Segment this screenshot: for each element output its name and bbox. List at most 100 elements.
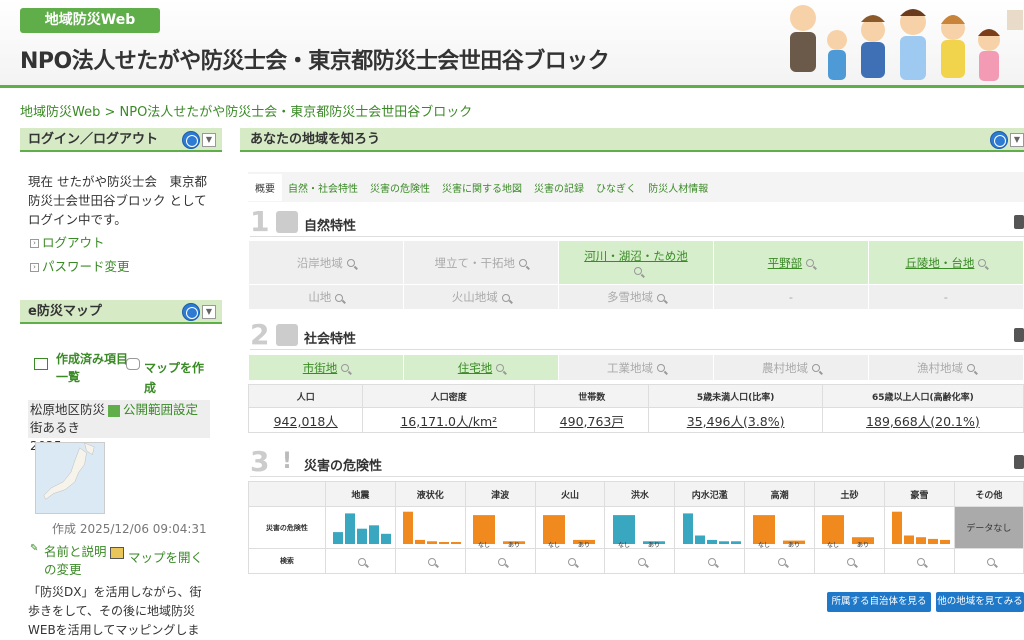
social-urban[interactable]: 市街地	[248, 354, 404, 381]
hazard-chart-cell[interactable]: なし あり	[534, 506, 606, 549]
pop-value[interactable]: 942,018人	[247, 407, 364, 433]
globe-icon[interactable]	[990, 131, 1008, 149]
map-entry[interactable]: 松原地区防災街あるき2025 公開範囲設定	[28, 400, 210, 453]
hazard-bar-label: あり	[857, 542, 869, 548]
login-panel-header: ログイン／ログアウト ▼	[20, 128, 222, 152]
natural-reclaimed: 埋立て・干拓地	[402, 240, 559, 285]
hazard-bar	[439, 541, 450, 544]
created-list-link[interactable]: 作成済み項目一覧	[56, 352, 129, 384]
natural-river[interactable]: 河川・湖沼・ため池	[557, 240, 715, 285]
search-icon	[777, 557, 786, 566]
public-range-label: 公開範囲設定	[123, 402, 199, 417]
hazard-search-cell[interactable]	[814, 548, 885, 574]
pop-over65[interactable]: 189,668人(20.1%)	[821, 407, 1024, 433]
hazard-mini-chart: なし あり	[822, 514, 875, 548]
hazard-mini-chart: なし あり	[473, 514, 526, 548]
jurisdiction-button[interactable]: 所属する自治体を見る	[827, 592, 931, 612]
page-title: NPO法人せたがや防災士会・東京都防災士会世田谷ブロック	[20, 49, 610, 74]
hazard-bar	[822, 514, 845, 544]
hazard-search-cell[interactable]	[744, 548, 816, 574]
globe-icon[interactable]	[182, 303, 200, 321]
hazard-chart-cell[interactable]	[324, 506, 396, 549]
map-thumbnail[interactable]	[35, 442, 105, 514]
globe-icon[interactable]	[182, 131, 200, 149]
tab-maps[interactable]: 災害に関する地図	[442, 183, 522, 195]
emap-panel-header: e防災マップ ▼	[20, 300, 222, 324]
social-fishing: 漁村地域	[868, 354, 1024, 381]
breadcrumb-current[interactable]: NPO法人せたがや防災士会・東京都防災士会世田谷ブロック	[119, 105, 473, 120]
pop-households[interactable]: 490,763戸	[534, 407, 650, 433]
hazard-bar-label: あり	[788, 542, 800, 548]
hazard-bar-label: あり	[508, 542, 520, 548]
hazard-chart-cell[interactable]: なし あり	[464, 506, 536, 549]
pop-under5[interactable]: 35,496人(3.8%)	[648, 407, 823, 433]
hazard-bar	[473, 514, 496, 544]
search-icon	[967, 364, 975, 372]
hazard-search-cell[interactable]	[534, 548, 606, 574]
pop-header: 65歳以上人口(高齢化率)	[821, 384, 1024, 408]
expand-icon[interactable]	[1014, 455, 1024, 469]
hazard-search-cell[interactable]	[324, 548, 396, 574]
public-range-link[interactable]: 公開範囲設定	[108, 401, 198, 419]
mascot-illustration	[790, 5, 1023, 81]
section-title: 災害の危険性	[304, 459, 383, 474]
search-icon	[358, 557, 367, 566]
search-icon	[707, 557, 716, 566]
hazard-search-cell[interactable]	[674, 548, 746, 574]
hazard-header: 液状化	[394, 481, 466, 507]
search-icon	[496, 364, 505, 372]
expand-icon[interactable]	[1014, 215, 1024, 229]
hazard-search-cell[interactable]	[953, 548, 1024, 574]
hazard-header: その他	[953, 481, 1024, 507]
tab-hinagiku[interactable]: ひなぎく	[596, 183, 637, 195]
chevron-down-icon[interactable]: ▼	[1010, 133, 1024, 147]
hazard-chart-cell[interactable]: なし あり	[604, 506, 676, 549]
other-area-button[interactable]: 他の地域を見てみる	[936, 592, 1024, 612]
natural-hill[interactable]: 丘陵地・台地	[867, 240, 1024, 285]
tab-overview[interactable]: 概要	[248, 173, 282, 201]
hazard-bar	[403, 511, 414, 544]
expand-icon[interactable]	[1014, 328, 1024, 342]
natural-volcano: 火山地域	[402, 284, 559, 310]
rename-link[interactable]: 名前と説明の変更	[44, 544, 107, 577]
chevron-down-icon[interactable]: ▼	[202, 133, 216, 147]
breadcrumb-root[interactable]: 地域防災Web	[20, 105, 101, 120]
section-natural: 1 自然特性	[250, 205, 1024, 238]
hazard-chart-cell[interactable]	[394, 506, 466, 549]
hazard-header: 豪雪	[883, 481, 955, 507]
hazard-chart-cell[interactable]	[674, 506, 746, 549]
make-map-link[interactable]: マップを作成	[144, 361, 205, 395]
pop-density[interactable]: 16,171.0人/km²	[362, 407, 536, 433]
hazard-search-cell[interactable]	[394, 548, 466, 574]
tab-danger[interactable]: 災害の危険性	[370, 183, 430, 195]
chevron-down-icon[interactable]: ▼	[202, 305, 216, 319]
natural-plain[interactable]: 平野部	[713, 240, 869, 285]
tab-personnel[interactable]: 防災人材情報	[648, 183, 709, 195]
hazard-search-cell[interactable]	[883, 548, 955, 574]
hazard-bar-label: なし	[758, 542, 770, 548]
hazard-bar	[381, 533, 392, 544]
population-table: 人口 人口密度 世帯数 5歳未満人口(比率) 65歳以上人口(高齢化率) 942…	[247, 384, 1024, 433]
hazard-chart-cell[interactable]	[883, 506, 955, 549]
logout-link[interactable]: › ログアウト	[30, 232, 105, 251]
mountain-icon	[276, 211, 298, 233]
social-residential[interactable]: 住宅地	[403, 354, 559, 381]
site-badge[interactable]: 地域防災Web	[20, 8, 160, 33]
hazard-bar	[904, 535, 915, 544]
arrow-icon: ›	[30, 263, 39, 272]
hazard-bar	[642, 540, 665, 544]
hazard-chart-cell[interactable]: なし あり	[744, 506, 816, 549]
arrow-icon: ›	[30, 239, 39, 248]
natural-empty: -	[867, 284, 1024, 310]
password-change-link[interactable]: › パスワード変更	[30, 256, 130, 275]
hazard-bar	[916, 536, 927, 544]
tab-records[interactable]: 災害の記録	[534, 183, 584, 195]
search-icon	[346, 259, 355, 267]
hazard-chart-cell[interactable]: なし あり	[814, 506, 885, 549]
open-map-link[interactable]: マップを開く	[128, 550, 204, 565]
hazard-chart-cell[interactable]: データなし	[953, 506, 1024, 549]
hazard-bar-label: なし	[618, 542, 630, 548]
tab-characteristics[interactable]: 自然・社会特性	[288, 183, 358, 195]
hazard-search-cell[interactable]	[604, 548, 676, 574]
hazard-search-cell[interactable]	[464, 548, 536, 574]
